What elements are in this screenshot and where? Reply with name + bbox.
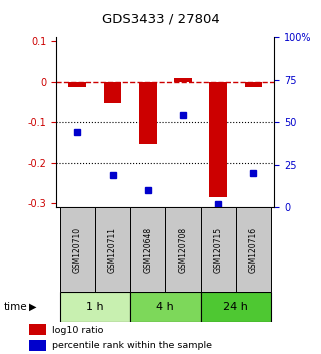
Bar	[29, 340, 46, 351]
Text: percentile rank within the sample: percentile rank within the sample	[52, 341, 213, 350]
Text: 24 h: 24 h	[223, 302, 248, 312]
Bar	[29, 324, 46, 335]
Bar	[236, 207, 271, 292]
Text: time: time	[3, 302, 27, 312]
Text: log10 ratio: log10 ratio	[52, 326, 104, 335]
Bar	[104, 82, 121, 103]
Text: 1 h: 1 h	[86, 302, 104, 312]
Bar	[68, 82, 86, 86]
Text: GSM120716: GSM120716	[249, 227, 258, 273]
Text: GSM120711: GSM120711	[108, 227, 117, 273]
Text: ▶: ▶	[29, 302, 36, 312]
Text: GSM120715: GSM120715	[213, 227, 223, 273]
Bar	[130, 207, 165, 292]
Bar	[95, 207, 130, 292]
Bar	[174, 79, 192, 82]
Bar	[201, 207, 236, 292]
Bar	[130, 292, 201, 322]
Bar	[209, 82, 227, 197]
Bar	[165, 207, 201, 292]
Text: GSM120648: GSM120648	[143, 227, 152, 273]
Bar	[139, 82, 157, 144]
Text: GSM120710: GSM120710	[73, 227, 82, 273]
Bar	[201, 292, 271, 322]
Text: 4 h: 4 h	[156, 302, 174, 312]
Text: GDS3433 / 27804: GDS3433 / 27804	[102, 12, 219, 25]
Bar	[60, 292, 130, 322]
Bar	[60, 207, 95, 292]
Bar	[245, 82, 262, 86]
Text: GSM120708: GSM120708	[178, 227, 187, 273]
